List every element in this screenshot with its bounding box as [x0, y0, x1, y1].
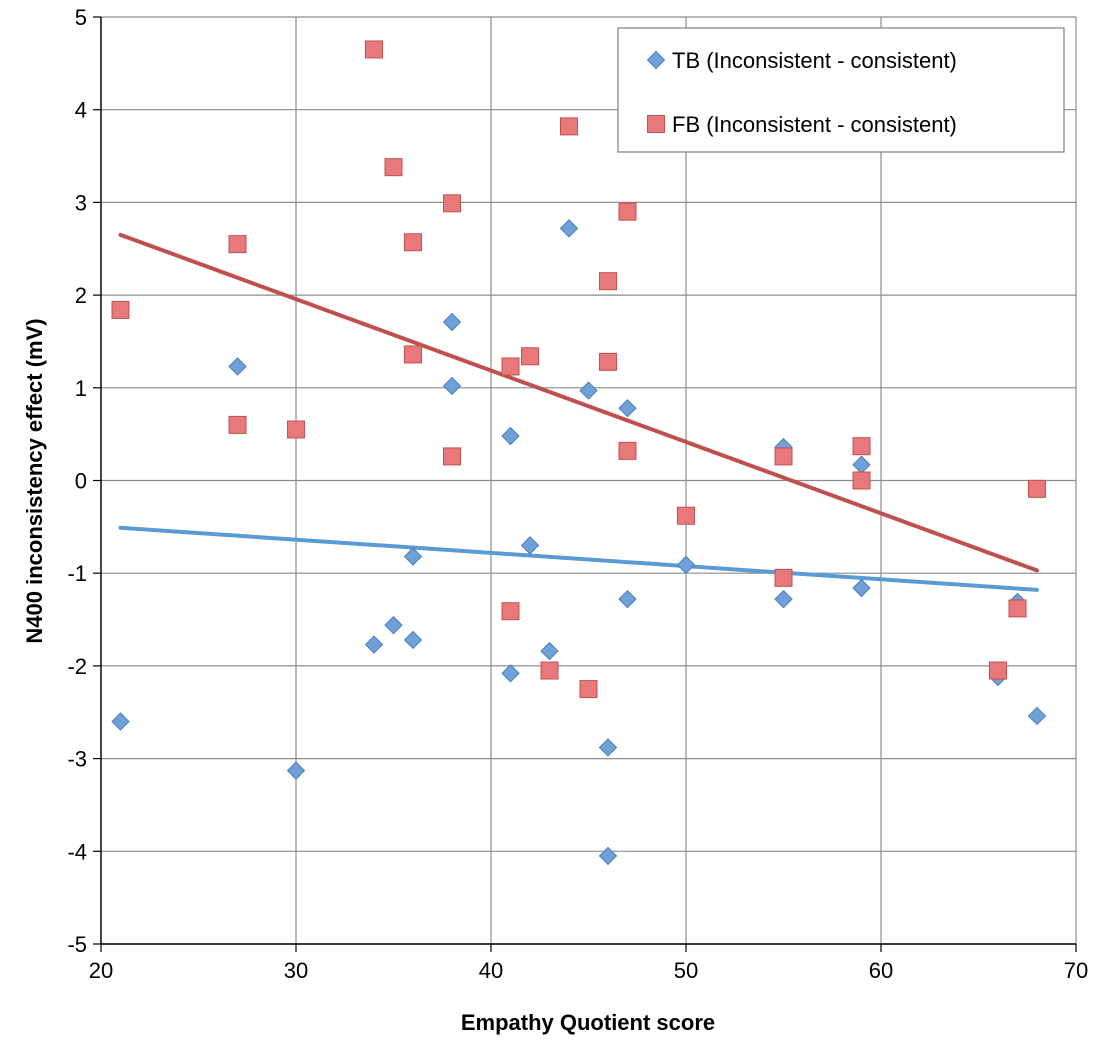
- legend-marker-fb-shape: [647, 115, 665, 133]
- axes: [93, 16, 1077, 952]
- legend-marker-tb-shape: [646, 50, 666, 70]
- x-tick-label: 70: [1064, 958, 1088, 983]
- data-point-fb: [365, 40, 383, 59]
- data-points: [111, 40, 1047, 866]
- x-axis-title: Empathy Quotient score: [461, 1010, 715, 1035]
- x-tick-label: 20: [89, 958, 113, 983]
- y-tick-label: -3: [67, 747, 87, 772]
- legend: TB (Inconsistent - consistent) FB (Incon…: [617, 27, 1065, 153]
- data-point-tb: [364, 635, 384, 654]
- data-point-tb: [442, 376, 462, 396]
- data-point-tb: [618, 589, 637, 609]
- data-point-tb: [501, 664, 520, 683]
- legend-box: [617, 27, 1065, 153]
- data-point-tb: [384, 615, 403, 635]
- y-tick-label: -2: [67, 654, 87, 679]
- x-tick-label: 50: [674, 958, 698, 983]
- data-point-fb: [618, 441, 637, 460]
- trendlines: [118, 232, 1039, 592]
- data-point-tb: [676, 555, 696, 575]
- data-point-fb: [501, 602, 520, 621]
- data-point-fb: [501, 357, 520, 376]
- data-point-fb: [287, 420, 305, 439]
- data-point-tb: [559, 219, 579, 238]
- data-point-tb: [111, 712, 130, 731]
- data-point-fb: [560, 117, 578, 136]
- data-point-fb: [404, 345, 422, 364]
- data-point-fb: [599, 352, 617, 371]
- data-point-fb: [774, 447, 793, 466]
- x-tick-label: 40: [479, 958, 503, 983]
- data-point-fb: [228, 235, 247, 254]
- y-tick-label: -4: [67, 839, 87, 864]
- x-tick-label: 60: [869, 958, 893, 983]
- data-point-tb: [618, 398, 637, 418]
- data-point-fb: [521, 347, 539, 366]
- data-point-tb: [774, 589, 793, 609]
- data-point-tb: [598, 846, 618, 866]
- gridlines: [100, 16, 1077, 945]
- data-point-fb: [404, 233, 422, 252]
- data-point-tb: [579, 381, 598, 400]
- data-point-tb: [228, 357, 247, 376]
- data-point-tb: [540, 641, 559, 661]
- data-point-fb: [852, 471, 871, 490]
- y-tick-label: 2: [75, 283, 87, 308]
- data-point-tb: [403, 547, 423, 566]
- y-axis-title: N400 inconsistency effect (mV): [22, 318, 47, 643]
- legend-marker-tb: [646, 50, 666, 70]
- data-point-fb: [540, 661, 559, 680]
- data-point-fb: [618, 202, 637, 221]
- data-point-tb: [501, 426, 520, 446]
- legend-marker-fb: [647, 115, 665, 133]
- data-point-tb: [520, 536, 540, 555]
- data-point-fb: [1028, 479, 1046, 498]
- x-tick-label: 30: [284, 958, 308, 983]
- y-tick-label: 4: [75, 98, 87, 123]
- data-point-fb: [443, 447, 461, 466]
- y-tick-label: -1: [67, 561, 87, 586]
- data-point-tb: [442, 312, 462, 332]
- data-point-fb: [599, 272, 617, 291]
- trendline-fb: [118, 232, 1039, 573]
- data-point-fb: [989, 661, 1007, 680]
- data-point-tb: [403, 630, 423, 650]
- data-point-fb: [579, 680, 598, 699]
- data-point-fb: [443, 194, 461, 213]
- data-point-tb: [286, 761, 306, 780]
- trendline-tb: [118, 525, 1039, 592]
- data-point-tb: [1027, 706, 1047, 726]
- data-point-fb: [228, 415, 247, 434]
- y-tick-label: 1: [75, 376, 87, 401]
- data-point-fb: [1008, 599, 1027, 618]
- y-tick-label: 0: [75, 469, 87, 494]
- tick-labels: -5 -4 -3 -2 -1 0 1 2 3 4 5 20 30 40 50 60 70: [67, 5, 1088, 983]
- data-point-fb: [852, 437, 871, 456]
- data-point-fb: [111, 300, 130, 319]
- data-point-fb: [677, 506, 695, 525]
- legend-label-fb: FB (Inconsistent - consistent): [672, 112, 957, 137]
- y-tick-label: 3: [75, 190, 87, 215]
- data-point-fb: [384, 158, 403, 177]
- y-tick-label: -5: [67, 932, 87, 957]
- data-point-tb: [852, 455, 871, 474]
- y-tick-label: 5: [75, 5, 87, 30]
- data-point-fb: [774, 568, 793, 587]
- legend-label-tb: TB (Inconsistent - consistent): [672, 48, 957, 73]
- data-point-tb: [598, 738, 618, 757]
- data-point-tb: [852, 578, 871, 598]
